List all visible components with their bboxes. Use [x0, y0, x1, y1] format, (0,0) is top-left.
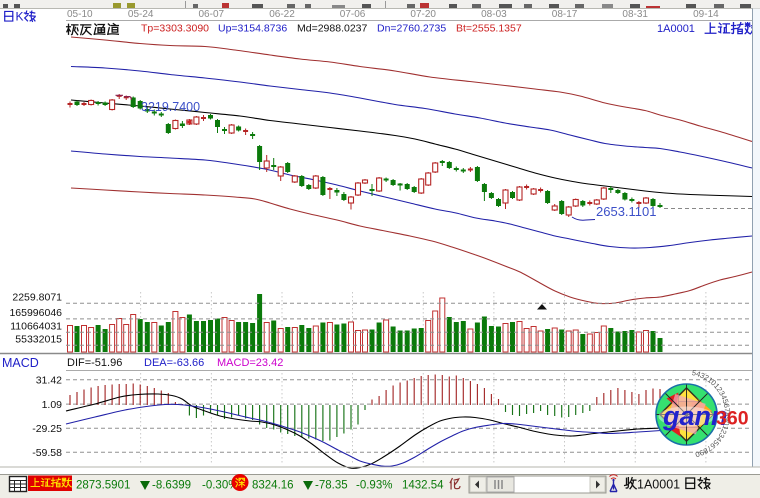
svg-text:Dn=2760.2735: Dn=2760.2735 [377, 23, 446, 35]
svg-text:07-20: 07-20 [410, 9, 436, 20]
svg-text:2873.5901: 2873.5901 [76, 480, 130, 492]
svg-text:MACD=23.42: MACD=23.42 [217, 357, 283, 369]
svg-text:06-07: 06-07 [199, 9, 225, 20]
svg-text:DEA=-63.66: DEA=-63.66 [144, 357, 204, 369]
svg-text:31.42: 31.42 [36, 375, 62, 387]
svg-text:55332015: 55332015 [15, 334, 62, 346]
svg-text:-8.6399: -8.6399 [152, 480, 191, 492]
svg-text:Up=3154.8736: Up=3154.8736 [218, 23, 287, 35]
svg-text:06-22: 06-22 [269, 9, 295, 20]
svg-text:K: K [16, 10, 24, 24]
svg-text:MACD: MACD [2, 356, 39, 370]
svg-text:1A0001: 1A0001 [657, 23, 695, 35]
svg-text:08-03: 08-03 [481, 9, 507, 20]
svg-text:8324.16: 8324.16 [252, 480, 294, 492]
svg-text:Md=2988.0237: Md=2988.0237 [297, 23, 368, 35]
svg-text:gann: gann [662, 401, 728, 431]
svg-text:-0.30%: -0.30% [202, 480, 238, 492]
svg-text:08-17: 08-17 [552, 9, 578, 20]
svg-text:110664031: 110664031 [10, 321, 62, 333]
svg-text:Bt=2555.1357: Bt=2555.1357 [456, 23, 522, 35]
svg-text:-78.35: -78.35 [315, 480, 348, 492]
svg-text:1.09: 1.09 [42, 399, 63, 411]
svg-text:1432.54: 1432.54 [402, 480, 444, 492]
svg-text:05-24: 05-24 [128, 9, 154, 20]
svg-text:09-14: 09-14 [693, 9, 719, 20]
svg-text:-29.25: -29.25 [32, 423, 62, 435]
svg-text:360: 360 [716, 408, 749, 430]
svg-text:-0.93%: -0.93% [356, 480, 392, 492]
svg-text:DIF=-51.96: DIF=-51.96 [67, 357, 122, 369]
svg-text:165996046: 165996046 [9, 307, 62, 319]
svg-text:1A0001: 1A0001 [637, 478, 680, 492]
svg-text:Tp=3303.3090: Tp=3303.3090 [141, 23, 209, 35]
svg-text:3219.7400: 3219.7400 [141, 100, 200, 114]
svg-text:08-31: 08-31 [622, 9, 648, 20]
svg-text:07-06: 07-06 [340, 9, 366, 20]
svg-text:-59.58: -59.58 [32, 447, 62, 459]
svg-text:2653.1101: 2653.1101 [596, 204, 657, 219]
svg-text:05-10: 05-10 [67, 9, 93, 20]
svg-text:2259.8071: 2259.8071 [12, 292, 62, 304]
